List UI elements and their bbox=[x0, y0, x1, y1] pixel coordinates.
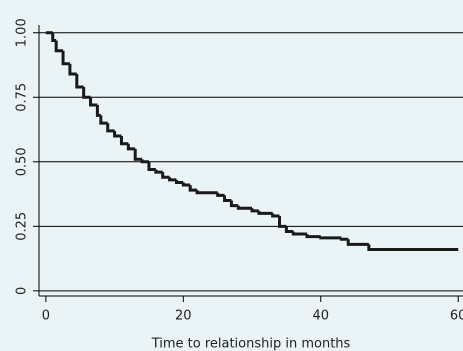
survival-step bbox=[181, 182, 191, 187]
survival-step bbox=[271, 213, 280, 218]
survival-step bbox=[154, 169, 163, 174]
survival-step bbox=[113, 130, 122, 138]
survival-step bbox=[119, 135, 129, 146]
survival-step bbox=[161, 172, 170, 179]
survival-step bbox=[305, 234, 321, 239]
survival-step bbox=[216, 192, 225, 197]
survival-step bbox=[82, 86, 91, 99]
y-tick-label: 0.25 bbox=[15, 212, 30, 241]
survival-step bbox=[339, 237, 349, 241]
survival-step bbox=[147, 161, 156, 172]
survival-step bbox=[133, 148, 143, 161]
y-tick-label: 0 bbox=[15, 287, 30, 295]
survival-step bbox=[236, 205, 253, 210]
x-axis-label: Time to relationship in months bbox=[151, 337, 351, 351]
survival-step bbox=[188, 185, 198, 192]
survival-step bbox=[174, 179, 184, 184]
survival-step bbox=[140, 159, 149, 164]
survival-step bbox=[61, 50, 70, 66]
x-tick-label: 0 bbox=[42, 309, 50, 324]
survival-step bbox=[229, 200, 239, 208]
survival-step bbox=[284, 226, 294, 233]
y-tick-label: 0.75 bbox=[15, 83, 30, 112]
survival-step bbox=[54, 40, 64, 53]
x-tick-label: 20 bbox=[175, 309, 192, 324]
survival-step bbox=[278, 215, 287, 228]
survival-step bbox=[319, 236, 342, 240]
y-tick-label: 1.00 bbox=[15, 18, 30, 47]
survival-step bbox=[195, 190, 218, 195]
survival-step bbox=[68, 63, 77, 76]
survival-step bbox=[223, 195, 232, 203]
survival-step bbox=[99, 115, 108, 125]
survival-step bbox=[89, 97, 98, 107]
x-tick-label: 40 bbox=[312, 309, 329, 324]
survival-step bbox=[106, 123, 115, 133]
x-tick-label: 60 bbox=[450, 309, 463, 324]
survival-step bbox=[250, 208, 259, 213]
survival-step bbox=[367, 244, 459, 252]
survival-step bbox=[291, 231, 308, 236]
survival-step bbox=[75, 74, 84, 89]
survival-step bbox=[346, 239, 369, 246]
y-tick-label: 0.50 bbox=[15, 147, 30, 176]
survival-step bbox=[168, 177, 177, 182]
survival-step bbox=[126, 143, 136, 151]
survival-step bbox=[257, 210, 273, 215]
